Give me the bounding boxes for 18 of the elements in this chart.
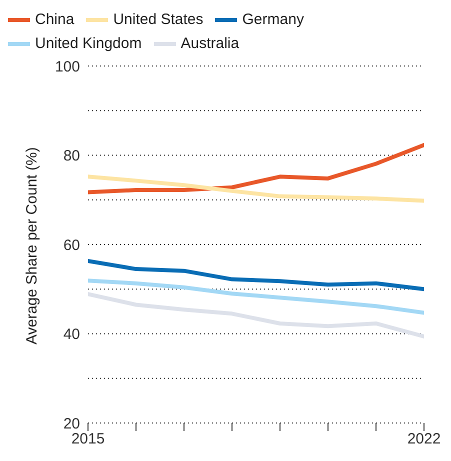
y-axis-title: Average Share per Count (%) [23,147,40,344]
legend-label: China [35,10,74,30]
x-tick-label: 2015 [71,430,105,448]
y-tick-label: 20 [63,415,80,432]
line-series [88,142,424,194]
y-tick-label: 40 [63,326,80,344]
line-series [88,259,424,292]
legend-label: United States [113,10,204,30]
legend-label: Germany [242,10,304,30]
y-tick-label: 80 [63,148,80,165]
y-tick-label: 60 [63,236,80,254]
y-tick-label: 100 [54,58,80,76]
line-series [88,174,424,203]
legend-label: United Kingdom [35,34,142,54]
x-tick-label: 2022 [407,430,441,448]
legend-label: Australia [180,34,240,54]
line-series [88,278,424,315]
line-series [88,292,424,338]
